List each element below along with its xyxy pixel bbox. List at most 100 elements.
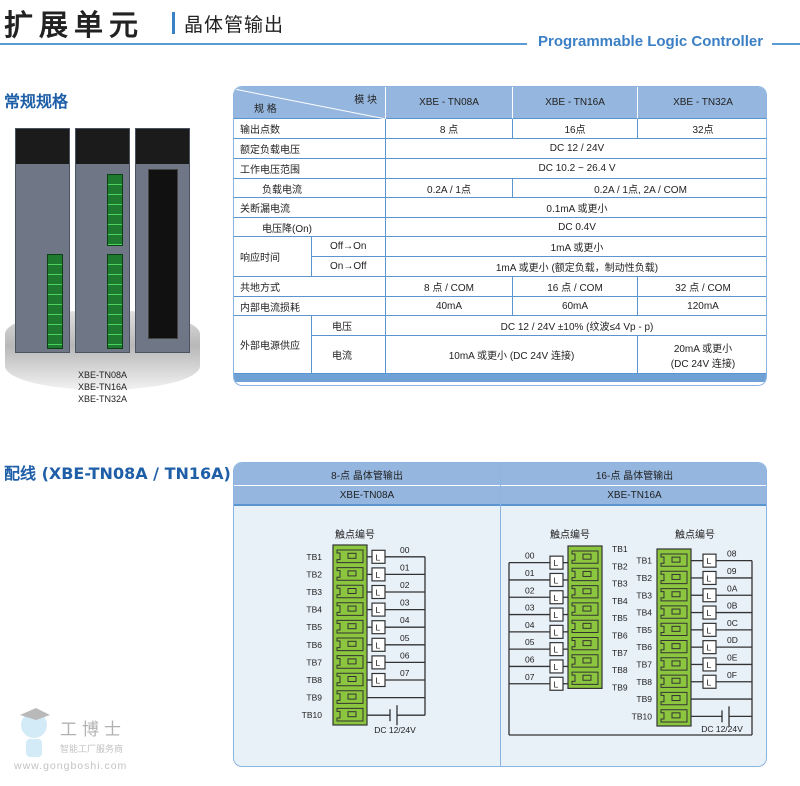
- point-label: 0B: [727, 601, 738, 611]
- terminal-screw: [347, 623, 357, 630]
- load-label: L: [707, 677, 712, 687]
- watermark-slogan: 智能工厂服务商: [60, 743, 123, 754]
- cell: 32点: [638, 119, 766, 139]
- model-caption: XBE-TN32A: [77, 394, 128, 404]
- model-caption: XBE-TN16A: [77, 382, 128, 392]
- terminal-slot: [660, 622, 688, 636]
- section-title-spec: 常规规格: [4, 92, 69, 111]
- tb-label: TB2: [612, 561, 628, 571]
- terminal-slot: [336, 567, 364, 581]
- terminal-slot: [336, 637, 364, 652]
- terminal-slot: [571, 637, 599, 651]
- load-label: L: [376, 640, 381, 650]
- point-label: 0F: [727, 670, 737, 680]
- tb-label: TB9: [636, 694, 652, 704]
- load-label: L: [554, 679, 559, 689]
- point-label: 07: [525, 672, 535, 682]
- terminal-slot: [571, 671, 599, 685]
- tb-label: TB4: [636, 608, 652, 618]
- cell: 0.1mA 或更小: [386, 198, 766, 218]
- row-label: 电压降(On): [234, 218, 386, 237]
- cell: 0.2A / 1点, 2A / COM: [513, 179, 766, 198]
- load-label: L: [707, 660, 712, 670]
- load-label: L: [707, 625, 712, 635]
- terminal-screw: [347, 570, 357, 577]
- corner-top: 模 块: [354, 95, 377, 106]
- terminal-screw: [582, 553, 592, 560]
- cell-line: (DC 24V 连接): [670, 358, 736, 370]
- tb-label: TB6: [306, 640, 322, 650]
- terminal-screw: [671, 608, 681, 615]
- tb-label: TB7: [306, 657, 322, 667]
- header-rule: [0, 43, 527, 45]
- sub-label: On→Off: [312, 257, 386, 277]
- terminal-slot: [571, 619, 599, 633]
- row-label: 共地方式: [234, 277, 386, 297]
- module-tn08a: [15, 128, 70, 353]
- tb-label: TB3: [306, 587, 322, 597]
- terminal-screw: [582, 640, 592, 647]
- tb-label: TB1: [636, 556, 652, 566]
- terminal-slot: [571, 585, 599, 599]
- tb-label: TB4: [612, 596, 628, 606]
- row-label: 关断漏电流: [234, 198, 386, 218]
- point-label: 03: [525, 603, 535, 613]
- point-label: 05: [525, 637, 535, 647]
- tb-label: TB4: [306, 605, 322, 615]
- terminal-slot: [336, 549, 364, 564]
- row-label: 负载电流: [234, 179, 386, 198]
- watermark-url: www.gongboshi.com: [13, 760, 127, 772]
- panel-divider: [500, 463, 501, 766]
- cell: 32 点 / COM: [638, 277, 766, 297]
- terminal-slot: [660, 553, 688, 567]
- terminal-slot: [571, 602, 599, 616]
- model-caption: XBE-TN08A: [77, 370, 128, 380]
- spec-table: 模 块 规 格 XBE - TN08A XBE - TN16A XBE - TN…: [233, 86, 767, 386]
- watermark-brand: 工博士: [60, 720, 126, 739]
- terminal-screw: [347, 711, 357, 718]
- title-divider: [172, 12, 175, 34]
- load-label: L: [376, 658, 381, 668]
- tb-label: TB8: [612, 665, 628, 675]
- terminal-screw: [347, 693, 357, 700]
- point-label: 0E: [727, 652, 738, 662]
- load-label: L: [554, 593, 559, 603]
- terminal-screw: [347, 605, 357, 612]
- terminal-screw: [671, 695, 681, 702]
- point-label: 0D: [727, 635, 738, 645]
- load-label: L: [554, 558, 559, 568]
- cell-line: 20mA 或更小: [673, 343, 733, 355]
- terminal-screw: [347, 676, 357, 682]
- module-tn16a: [75, 128, 130, 353]
- product-image: XBE-TN08A XBE-TN16A XBE-TN32A: [5, 118, 200, 404]
- terminal-slot: [336, 602, 364, 616]
- terminal-screw: [347, 640, 357, 647]
- load-label: L: [554, 575, 559, 585]
- terminal-block: [332, 544, 368, 726]
- tagline: Programmable Logic Controller: [538, 33, 764, 50]
- row-label: 响应时间: [234, 237, 312, 277]
- terminal-screw: [671, 643, 681, 650]
- load-label: L: [376, 623, 381, 633]
- terminal-screw: [582, 622, 592, 629]
- cell: 10mA 或更小 (DC 24V 连接): [386, 336, 638, 374]
- load-label: L: [707, 591, 712, 601]
- tb-label: TB7: [636, 659, 652, 669]
- terminal-block: [567, 545, 603, 689]
- cell: 60mA: [513, 297, 638, 316]
- terminal-screw: [347, 552, 357, 559]
- terminal-slot: [571, 567, 599, 582]
- terminal-screw: [671, 556, 681, 563]
- contact-label: 触点编号: [550, 528, 590, 541]
- terminal-slot: [660, 674, 688, 688]
- load-label: L: [707, 608, 712, 618]
- point-label: 00: [400, 545, 410, 555]
- terminal-slot: [571, 550, 599, 564]
- corner-bottom: 规 格: [254, 104, 277, 115]
- terminal-screw: [671, 712, 681, 719]
- terminal-screw: [582, 605, 592, 612]
- tb-label: TB8: [636, 677, 652, 687]
- point-label: 06: [525, 654, 535, 664]
- terminal-slot: [336, 690, 364, 704]
- load-label: L: [376, 588, 381, 598]
